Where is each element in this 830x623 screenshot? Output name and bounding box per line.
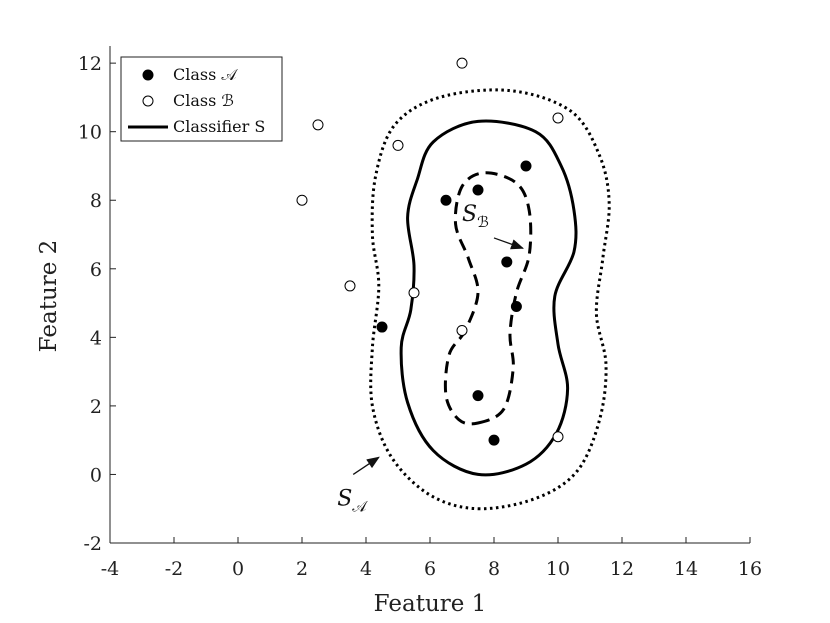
x-tick-label: 2 [296,558,308,580]
x-tick-label: 6 [424,558,436,580]
curve-s-a [369,88,611,511]
point-class-b [392,139,404,151]
y-tick-label: 4 [90,327,102,349]
point-class-b [296,194,308,206]
legend: Class 𝒜 Class ℬ Classifier S [120,56,283,142]
x-tick-label: 8 [488,558,500,580]
point-class-a [472,390,484,402]
legend-marker-class-b [142,95,154,107]
y-tick-label: 2 [90,396,102,418]
x-tick-label: 10 [546,558,570,580]
point-class-a [376,321,388,333]
point-class-b [552,431,564,443]
y-axis-label: Feature 2 [36,240,62,353]
x-axis-label: Feature 1 [374,591,487,617]
annotation-s-b: Sℬ [462,202,489,231]
point-class-b [408,287,420,299]
x-tick-label: -2 [165,558,184,580]
x-tick-label: 0 [232,558,244,580]
y-tick-label: 12 [78,53,102,75]
legend-label-class-a: Class 𝒜 [173,65,238,84]
classifier-curves [369,88,611,511]
curve-s [399,119,578,477]
point-class-b [456,324,468,336]
y-tick-label: 8 [90,190,102,212]
legend-label-classifier: Classifier S [173,117,265,136]
point-class-a [488,434,500,446]
legend-label-class-b: Class ℬ [173,91,234,110]
point-class-a [520,160,532,172]
curve-s-b [443,171,533,426]
x-tick-label: -4 [101,558,120,580]
y-tick-label: 0 [90,464,102,486]
annotation-arrow [493,237,525,250]
data-points [296,57,564,446]
point-class-a [440,194,452,206]
legend-marker-class-a [142,69,154,81]
point-class-b [312,119,324,131]
point-class-a [510,300,522,312]
x-tick-label: 12 [610,558,634,580]
annotation-s-a: S𝒜 [337,486,368,515]
point-class-a [472,184,484,196]
y-tick-label: 10 [78,122,102,144]
x-tick-label: 4 [360,558,372,580]
point-class-b [344,280,356,292]
y-tick-label: 6 [90,259,102,281]
point-class-b [552,112,564,124]
annotation-arrow [352,456,380,475]
x-tick-label: 16 [738,558,762,580]
y-tick-label: -2 [83,533,102,555]
y-ticks: -2 0 2 4 6 8 10 12 [78,53,116,555]
annotations: Sℬ S𝒜 [337,202,525,515]
x-ticks: -4 -2 0 2 4 6 8 10 12 14 16 [101,537,762,580]
point-class-b [456,57,468,69]
x-tick-label: 14 [674,558,698,580]
point-class-a [501,256,513,268]
